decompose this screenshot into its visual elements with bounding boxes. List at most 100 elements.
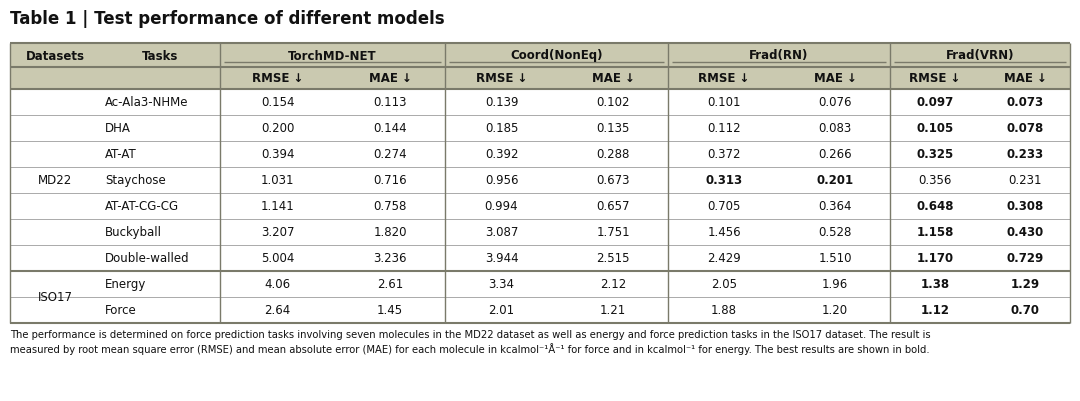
Text: 0.144: 0.144 [374,122,407,135]
Text: 0.266: 0.266 [819,148,852,161]
Text: 0.392: 0.392 [485,148,518,161]
Text: Frad(VRN): Frad(VRN) [946,49,1014,62]
Text: 5.004: 5.004 [260,252,294,265]
Text: Tasks: Tasks [141,49,178,62]
Text: 1.12: 1.12 [920,304,949,317]
Text: 0.308: 0.308 [1007,200,1043,213]
Text: 1.510: 1.510 [819,252,852,265]
Text: 0.076: 0.076 [819,96,852,109]
Text: 0.201: 0.201 [816,174,853,187]
Text: 3.236: 3.236 [374,252,407,265]
Text: 0.356: 0.356 [918,174,951,187]
Text: 3.944: 3.944 [485,252,518,265]
Text: RMSE ↓: RMSE ↓ [909,72,961,85]
Text: 1.29: 1.29 [1011,278,1040,291]
Text: TorchMD-NET: TorchMD-NET [288,49,377,62]
Text: MAE ↓: MAE ↓ [813,72,856,85]
Text: 3.087: 3.087 [485,226,518,239]
Text: 2.61: 2.61 [377,278,403,291]
Text: MD22: MD22 [38,174,72,187]
Text: DHA: DHA [105,122,131,135]
Text: RMSE ↓: RMSE ↓ [476,72,527,85]
Text: 2.515: 2.515 [596,252,630,265]
Text: 0.097: 0.097 [916,96,954,109]
Text: 0.364: 0.364 [819,200,852,213]
Text: ISO17: ISO17 [38,291,72,304]
Text: 1.820: 1.820 [374,226,407,239]
Text: 2.01: 2.01 [488,304,514,317]
Bar [10,44,1070,68]
Text: 3.34: 3.34 [488,278,514,291]
Text: 0.956: 0.956 [485,174,518,187]
Text: 0.325: 0.325 [916,148,954,161]
Text: MAE ↓: MAE ↓ [592,72,634,85]
Text: measured by root mean square error (RMSE) and mean absolute error (MAE) for each: measured by root mean square error (RMSE… [10,342,930,354]
Text: 0.231: 0.231 [1009,174,1042,187]
Text: Coord(NonEq): Coord(NonEq) [510,49,603,62]
Text: 1.21: 1.21 [599,304,626,317]
Text: 2.05: 2.05 [711,278,737,291]
Text: Staychose: Staychose [105,174,165,187]
Text: 0.70: 0.70 [1011,304,1039,317]
Text: 0.105: 0.105 [916,122,954,135]
Text: 0.200: 0.200 [260,122,294,135]
Text: 0.648: 0.648 [916,200,954,213]
Text: RMSE ↓: RMSE ↓ [252,72,303,85]
Text: 1.96: 1.96 [822,278,848,291]
Text: 1.170: 1.170 [917,252,954,265]
Text: 0.135: 0.135 [596,122,630,135]
Text: 1.20: 1.20 [822,304,848,317]
Text: 0.139: 0.139 [485,96,518,109]
Text: Datasets: Datasets [26,49,84,62]
Text: 1.141: 1.141 [260,200,295,213]
Text: 0.394: 0.394 [260,148,294,161]
Text: 1.88: 1.88 [711,304,737,317]
Text: 1.456: 1.456 [707,226,741,239]
Text: 0.288: 0.288 [596,148,630,161]
Text: 1.45: 1.45 [377,304,403,317]
Text: Frad(RN): Frad(RN) [750,49,809,62]
Text: 0.154: 0.154 [260,96,294,109]
Text: Ac-Ala3-NHMe: Ac-Ala3-NHMe [105,96,189,109]
Text: 0.101: 0.101 [707,96,741,109]
Text: 3.207: 3.207 [260,226,294,239]
Text: 0.657: 0.657 [596,200,630,213]
Text: 1.031: 1.031 [260,174,294,187]
Text: Table 1 | Test performance of different models: Table 1 | Test performance of different … [10,10,445,28]
Text: 0.528: 0.528 [819,226,852,239]
Text: 0.716: 0.716 [374,174,407,187]
Text: 2.64: 2.64 [265,304,291,317]
Text: 1.158: 1.158 [916,226,954,239]
Text: AT-AT-CG-CG: AT-AT-CG-CG [105,200,179,213]
Text: 1.751: 1.751 [596,226,630,239]
Text: MAE ↓: MAE ↓ [368,72,411,85]
Text: 4.06: 4.06 [265,278,291,291]
Text: 0.112: 0.112 [707,122,741,135]
Text: The performance is determined on force prediction tasks involving seven molecule: The performance is determined on force p… [10,329,931,339]
Text: 2.12: 2.12 [599,278,626,291]
Text: RMSE ↓: RMSE ↓ [699,72,750,85]
Text: Energy: Energy [105,278,147,291]
Text: 0.185: 0.185 [485,122,518,135]
Text: 0.705: 0.705 [707,200,741,213]
Text: 2.429: 2.429 [707,252,741,265]
Text: 0.994: 0.994 [485,200,518,213]
Text: 0.083: 0.083 [819,122,852,135]
Text: 0.673: 0.673 [596,174,630,187]
Text: 0.073: 0.073 [1007,96,1043,109]
Text: 0.274: 0.274 [374,148,407,161]
Text: 1.38: 1.38 [920,278,949,291]
Text: 0.372: 0.372 [707,148,741,161]
Text: 0.313: 0.313 [705,174,743,187]
Text: MAE ↓: MAE ↓ [1003,72,1047,85]
Text: 0.758: 0.758 [374,200,407,213]
Text: 0.113: 0.113 [374,96,407,109]
Text: Double-walled: Double-walled [105,252,190,265]
Bar [10,68,1070,90]
Text: 0.078: 0.078 [1007,122,1043,135]
Text: AT-AT: AT-AT [105,148,137,161]
Bar [10,90,1070,323]
Text: Force: Force [105,304,137,317]
Text: 0.233: 0.233 [1007,148,1043,161]
Text: 0.430: 0.430 [1007,226,1043,239]
